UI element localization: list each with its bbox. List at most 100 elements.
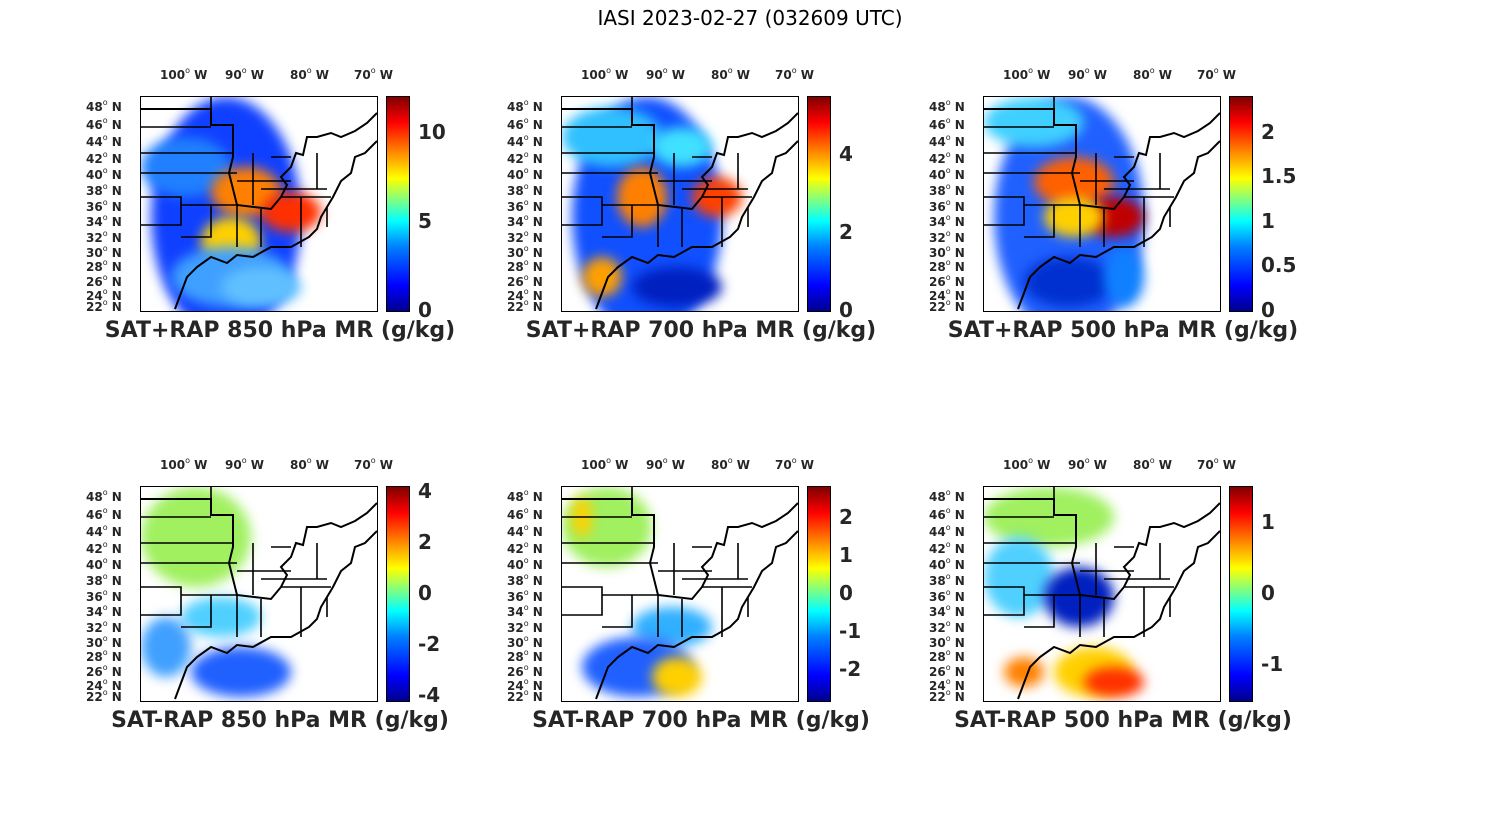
latitude-label: 28o N — [507, 258, 543, 274]
lat-value: 48 — [929, 100, 946, 114]
latitude-label: 48o N — [86, 98, 122, 114]
lat-unit: N — [954, 665, 965, 679]
lat-value: 40 — [507, 168, 524, 182]
lat-value: 34 — [507, 215, 524, 229]
lat-unit: N — [111, 215, 122, 229]
latitude-label: 24o N — [507, 287, 543, 303]
latitude-label: 44o N — [507, 523, 543, 539]
latitude-label: 46o N — [929, 506, 965, 522]
latitude-label: 42o N — [929, 540, 965, 556]
data-swath-patch — [652, 127, 712, 167]
latitude-label: 26o N — [929, 273, 965, 289]
colorbar — [807, 96, 831, 312]
lat-value: 46 — [929, 508, 946, 522]
lat-value: 32 — [507, 231, 524, 245]
latitude-label: 36o N — [86, 198, 122, 214]
lat-unit: N — [111, 100, 122, 114]
state-boundaries — [562, 97, 798, 310]
lat-value: 24 — [86, 679, 103, 693]
lon-value: 70 — [354, 68, 371, 82]
lat-unit: N — [111, 118, 122, 132]
lat-value: 26 — [86, 275, 103, 289]
lat-unit: N — [954, 246, 965, 260]
colorbar-tick-label: 4 — [839, 142, 853, 167]
lat-unit: N — [111, 679, 122, 693]
latitude-label: 38o N — [507, 572, 543, 588]
lat-unit: N — [532, 135, 543, 149]
longitude-label: 70o W — [775, 456, 815, 472]
latitude-label: 48o N — [507, 98, 543, 114]
lon-unit: W — [1037, 68, 1051, 82]
lat-value: 38 — [929, 574, 946, 588]
lat-unit: N — [954, 300, 965, 314]
latitude-label: 30o N — [86, 244, 122, 260]
lat-value: 28 — [929, 260, 946, 274]
lat-value: 40 — [86, 168, 103, 182]
lon-value: 100 — [160, 458, 186, 472]
colorbar-tick-label: 2 — [1261, 119, 1275, 144]
lat-value: 44 — [929, 525, 946, 539]
lat-value: 40 — [86, 558, 103, 572]
latitude-label: 40o N — [929, 556, 965, 572]
lat-unit: N — [532, 508, 543, 522]
lat-value: 26 — [86, 665, 103, 679]
latitude-label: 48o N — [507, 488, 543, 504]
coastline — [141, 108, 377, 310]
panel-title: SAT+RAP 500 hPa MR (g/kg) — [947, 318, 1299, 343]
lat-unit: N — [954, 200, 965, 214]
lon-value: 70 — [354, 458, 371, 472]
map-panel: 100o W 90o W 80o W 70o W 48o N 46o N 44o N 42o … — [913, 456, 1333, 788]
lon-unit: W — [1158, 68, 1173, 82]
coastline — [141, 498, 377, 700]
latitude-label: 48o N — [86, 488, 122, 504]
lat-value: 30 — [929, 246, 946, 260]
lat-value: 34 — [86, 215, 103, 229]
latitude-label: 36o N — [929, 198, 965, 214]
lat-value: 38 — [507, 184, 524, 198]
latitude-label: 32o N — [86, 229, 122, 245]
lon-unit: W — [671, 68, 686, 82]
latitude-label: 38o N — [507, 182, 543, 198]
lat-value: 28 — [507, 650, 524, 664]
lat-value: 30 — [507, 246, 524, 260]
lat-unit: N — [532, 621, 543, 635]
latitude-label: 32o N — [507, 229, 543, 245]
lon-value: 100 — [581, 68, 607, 82]
lat-value: 46 — [507, 508, 524, 522]
lon-unit: W — [379, 458, 394, 472]
lat-value: 38 — [86, 574, 103, 588]
latitude-label: 24o N — [929, 287, 965, 303]
lon-value: 70 — [1197, 458, 1214, 472]
lat-unit: N — [954, 690, 965, 704]
latitude-label: 46o N — [929, 116, 965, 132]
latitude-label: 34o N — [507, 603, 543, 619]
lat-value: 30 — [86, 246, 103, 260]
lat-value: 48 — [86, 100, 103, 114]
lat-unit: N — [954, 679, 965, 693]
lon-unit: W — [315, 68, 330, 82]
state-border — [984, 487, 1174, 637]
latitude-label: 40o N — [507, 556, 543, 572]
latitude-label: 44o N — [929, 523, 965, 539]
lat-unit: N — [111, 184, 122, 198]
lat-unit: N — [111, 636, 122, 650]
latitude-label: 36o N — [929, 588, 965, 604]
lon-value: 100 — [160, 68, 186, 82]
lat-value: 28 — [507, 260, 524, 274]
colorbar — [807, 486, 831, 702]
latitude-label: 42o N — [86, 150, 122, 166]
map-panel: 100o W 90o W 80o W 70o W 48o N 46o N 44o N 42o … — [913, 66, 1333, 398]
longitude-label: 70o W — [1197, 66, 1237, 82]
lat-unit: N — [532, 118, 543, 132]
lat-value: 32 — [507, 621, 524, 635]
lat-value: 46 — [86, 118, 103, 132]
lat-value: 44 — [929, 135, 946, 149]
latitude-label: 32o N — [507, 619, 543, 635]
longitude-label: 90o W — [1068, 66, 1108, 82]
lon-unit: W — [800, 458, 815, 472]
latitude-label: 26o N — [86, 273, 122, 289]
latitude-label: 24o N — [86, 677, 122, 693]
latitude-label: 40o N — [929, 166, 965, 182]
latitude-label: 40o N — [86, 166, 122, 182]
latitude-label: 32o N — [86, 619, 122, 635]
